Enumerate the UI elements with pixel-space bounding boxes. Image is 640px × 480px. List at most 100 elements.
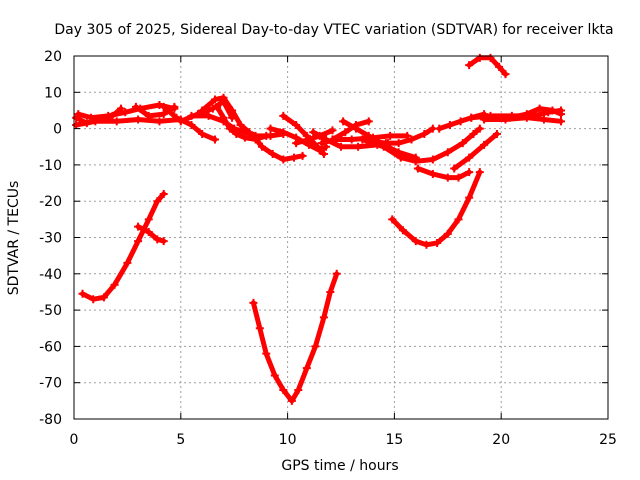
data-point [398, 226, 407, 235]
y-tick-label: -60 [39, 339, 62, 355]
data-point [341, 128, 350, 137]
x-tick-label: 10 [279, 432, 297, 448]
data-point [210, 135, 219, 144]
x-axis-label: GPS time / hours [281, 458, 398, 474]
series-line [481, 115, 564, 124]
x-axis-tick-labels: 0 5 10 15 20 25 [70, 432, 617, 448]
data-point [123, 258, 132, 267]
data-point [187, 120, 196, 129]
data-point [74, 110, 83, 119]
data-point [413, 164, 422, 173]
data-point [411, 157, 420, 166]
data-point [428, 169, 437, 178]
y-tick-label: -50 [39, 303, 62, 319]
data-point [475, 53, 484, 62]
data-point [486, 53, 495, 62]
data-point [153, 197, 162, 206]
data-point [172, 113, 181, 122]
data-point [198, 130, 207, 139]
series-arc-2 [72, 115, 185, 129]
data-point [475, 124, 484, 133]
data-point [535, 104, 544, 113]
data-point [144, 228, 153, 237]
data-point [465, 168, 474, 177]
data-point [450, 164, 459, 173]
data-point [557, 110, 566, 119]
data-point [213, 102, 222, 111]
data-point [311, 342, 320, 351]
data-point [465, 61, 474, 70]
series-arc-10 [249, 131, 307, 164]
y-tick-label: -20 [39, 194, 62, 210]
data-point [364, 117, 373, 126]
series-line [451, 131, 500, 171]
data-point [492, 130, 501, 139]
data-point [347, 135, 356, 144]
data-point [456, 117, 465, 126]
data-point [279, 155, 288, 164]
data-point [219, 93, 228, 102]
data-point [313, 142, 322, 151]
data-point [328, 126, 337, 135]
data-point [557, 117, 566, 126]
data-point [539, 115, 548, 124]
data-point [262, 349, 271, 358]
data-point [469, 130, 478, 139]
data-point [396, 153, 405, 162]
series-arc-29 [249, 269, 341, 405]
x-tick-label: 5 [176, 432, 185, 448]
series-arc-5 [159, 102, 219, 144]
data-point [339, 117, 348, 126]
data-point [411, 237, 420, 246]
data-point [89, 295, 98, 304]
series-arc-13 [292, 126, 337, 148]
data-point [351, 124, 360, 133]
series-arc-19 [366, 124, 437, 148]
data-point [134, 222, 143, 231]
series-line [80, 191, 167, 302]
data-series [72, 53, 566, 405]
data-point [232, 130, 241, 139]
data-point [309, 128, 318, 137]
data-point [443, 148, 452, 157]
x-tick-label: 15 [385, 432, 403, 448]
data-point [72, 120, 81, 129]
data-point [104, 111, 113, 120]
data-point [332, 269, 341, 278]
x-tick-label: 20 [492, 432, 510, 448]
data-point [187, 111, 196, 120]
data-point [298, 151, 307, 160]
data-point [381, 139, 390, 148]
data-point [435, 124, 444, 133]
series-arc-21 [450, 130, 501, 173]
data-point [302, 364, 311, 373]
data-point [443, 173, 452, 182]
data-point [495, 62, 504, 71]
data-point [131, 102, 140, 111]
data-point [467, 113, 476, 122]
data-point [198, 106, 207, 115]
data-point [170, 102, 179, 111]
data-point [144, 215, 153, 224]
data-point [279, 111, 288, 120]
y-tick-label: 20 [44, 49, 62, 65]
data-point [153, 235, 162, 244]
data-point [294, 385, 303, 394]
data-point [257, 142, 266, 151]
series-arc-20 [413, 164, 474, 182]
series-arc-12 [279, 111, 328, 159]
y-tick-label: -40 [39, 267, 62, 283]
data-point [454, 173, 463, 182]
series-line [199, 95, 252, 135]
data-point [240, 133, 249, 142]
data-point [159, 102, 168, 111]
data-point [155, 117, 164, 126]
data-point [465, 153, 474, 162]
axis-ticks [73, 55, 609, 420]
data-point [326, 287, 335, 296]
data-point [445, 120, 454, 129]
data-point [443, 229, 452, 238]
y-tick-label: -30 [39, 231, 62, 247]
data-point [249, 298, 258, 307]
